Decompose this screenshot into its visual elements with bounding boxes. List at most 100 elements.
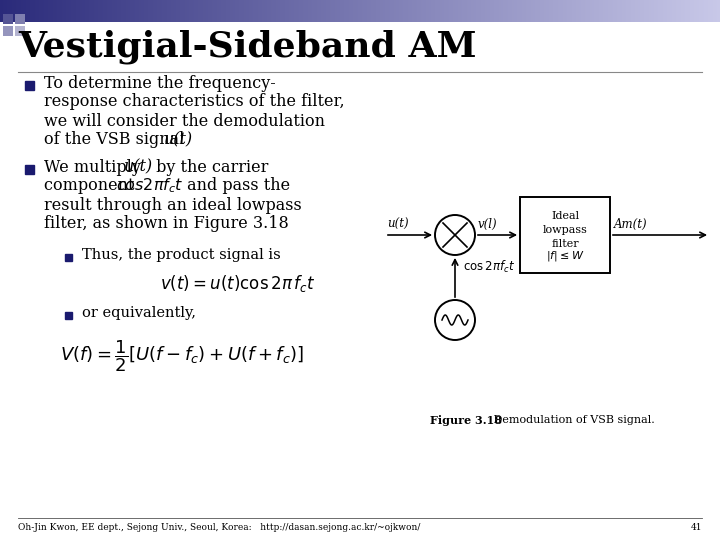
- Bar: [611, 0, 612, 22]
- Bar: [359, 0, 360, 22]
- Bar: [287, 0, 288, 22]
- Bar: [429, 0, 430, 22]
- Bar: [224, 0, 225, 22]
- Bar: [16, 0, 17, 22]
- Bar: [698, 0, 699, 22]
- Bar: [712, 0, 713, 22]
- Bar: [135, 0, 136, 22]
- Bar: [486, 0, 487, 22]
- Bar: [4, 0, 5, 22]
- Bar: [368, 0, 369, 22]
- Bar: [702, 0, 703, 22]
- Bar: [362, 0, 363, 22]
- Bar: [600, 0, 601, 22]
- Text: of the VSB signal: of the VSB signal: [44, 132, 189, 148]
- Bar: [82, 0, 83, 22]
- Bar: [553, 0, 554, 22]
- Bar: [601, 0, 602, 22]
- Bar: [302, 0, 303, 22]
- Bar: [357, 0, 358, 22]
- Bar: [329, 0, 330, 22]
- Bar: [342, 0, 343, 22]
- Bar: [309, 0, 310, 22]
- Bar: [653, 0, 654, 22]
- Bar: [518, 0, 519, 22]
- Bar: [608, 0, 609, 22]
- Bar: [682, 0, 683, 22]
- Bar: [641, 0, 642, 22]
- Bar: [517, 0, 518, 22]
- Bar: [430, 0, 431, 22]
- Bar: [627, 0, 628, 22]
- Bar: [247, 0, 248, 22]
- Bar: [141, 0, 142, 22]
- Text: Ideal: Ideal: [551, 211, 579, 221]
- Bar: [46, 0, 47, 22]
- Bar: [154, 0, 155, 22]
- Bar: [449, 0, 450, 22]
- Bar: [635, 0, 636, 22]
- Bar: [72, 0, 73, 22]
- Bar: [241, 0, 242, 22]
- Bar: [249, 0, 250, 22]
- Bar: [182, 0, 183, 22]
- Bar: [571, 0, 572, 22]
- Bar: [636, 0, 637, 22]
- Bar: [275, 0, 276, 22]
- Bar: [438, 0, 439, 22]
- Bar: [354, 0, 355, 22]
- Bar: [654, 0, 655, 22]
- Bar: [531, 0, 532, 22]
- Bar: [578, 0, 579, 22]
- Bar: [59, 0, 60, 22]
- Bar: [62, 0, 63, 22]
- Bar: [289, 0, 290, 22]
- Bar: [50, 0, 51, 22]
- Bar: [111, 0, 112, 22]
- Bar: [9, 0, 10, 22]
- Bar: [115, 0, 116, 22]
- Bar: [276, 0, 277, 22]
- Bar: [446, 0, 447, 22]
- Bar: [598, 0, 599, 22]
- Bar: [132, 0, 133, 22]
- Bar: [466, 0, 467, 22]
- Text: 41: 41: [690, 523, 702, 532]
- Bar: [556, 0, 557, 22]
- Bar: [406, 0, 407, 22]
- Bar: [66, 0, 67, 22]
- Bar: [522, 0, 523, 22]
- Bar: [189, 0, 190, 22]
- Bar: [294, 0, 295, 22]
- Bar: [535, 0, 536, 22]
- Bar: [694, 0, 695, 22]
- Bar: [318, 0, 319, 22]
- Bar: [444, 0, 445, 22]
- Bar: [95, 0, 96, 22]
- Bar: [524, 0, 525, 22]
- Bar: [543, 0, 544, 22]
- Bar: [422, 0, 423, 22]
- Bar: [125, 0, 126, 22]
- Bar: [3, 14, 13, 24]
- Bar: [649, 0, 650, 22]
- Bar: [372, 0, 373, 22]
- Bar: [155, 0, 156, 22]
- Bar: [158, 0, 159, 22]
- Bar: [651, 0, 652, 22]
- Bar: [196, 0, 197, 22]
- Bar: [204, 0, 205, 22]
- Bar: [612, 0, 613, 22]
- Bar: [37, 0, 38, 22]
- Bar: [166, 0, 167, 22]
- Bar: [469, 0, 470, 22]
- Bar: [604, 0, 605, 22]
- Bar: [207, 0, 208, 22]
- Bar: [618, 0, 619, 22]
- Bar: [689, 0, 690, 22]
- Text: u(t): u(t): [124, 159, 153, 176]
- Text: Oh-Jin Kwon, EE dept., Sejong Univ., Seoul, Korea:   http://dasan.sejong.ac.kr/~: Oh-Jin Kwon, EE dept., Sejong Univ., Seo…: [18, 523, 420, 532]
- Bar: [582, 0, 583, 22]
- Bar: [110, 0, 111, 22]
- Bar: [453, 0, 454, 22]
